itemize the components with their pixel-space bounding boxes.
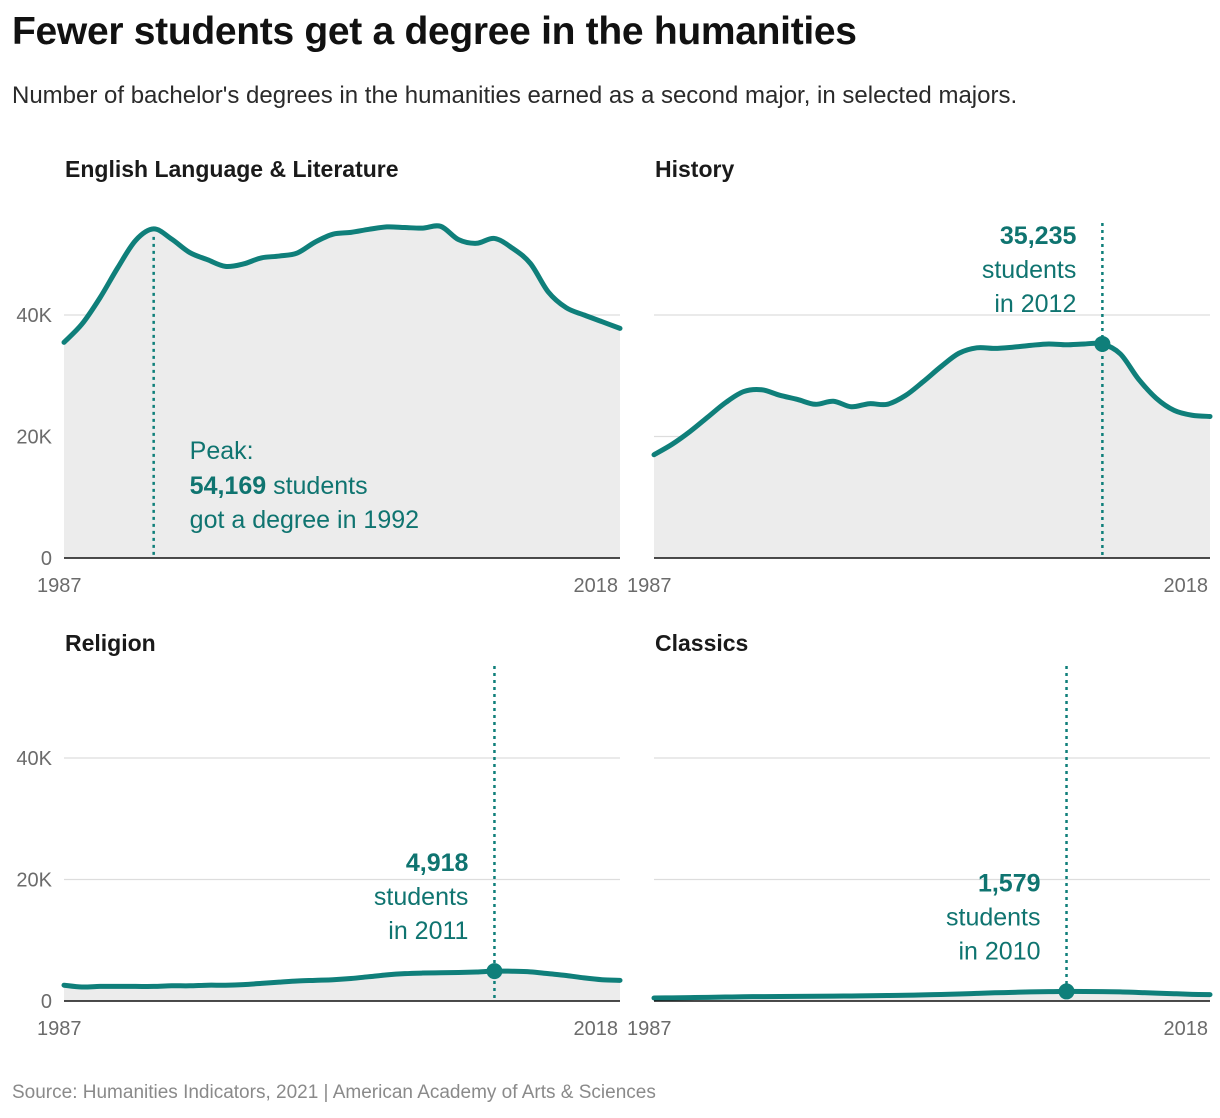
annotation-value-unit: students [266,472,367,500]
panel-title: Religion [65,630,156,656]
panel-title: Classics [655,630,748,656]
annotation-point [1094,335,1111,352]
annotation-label: in 2011 [388,917,468,945]
series-line [651,988,1213,1001]
x-tick-label: 2018 [1164,1018,1209,1040]
annotation-point [486,963,503,980]
annotation-value: 35,235 [1000,222,1077,250]
y-tick-label: 40K [16,748,52,770]
series-line [61,968,623,990]
chart-panel-1: History 1987 2018 35,235 students in 2012 [627,156,1213,597]
series-area [654,343,1210,558]
x-tick-label: 1987 [37,575,82,597]
series-area [64,971,620,1001]
annotation-label: Peak: [190,437,254,465]
x-tick-label: 2018 [574,1018,619,1040]
source-note: Source: Humanities Indicators, 2021 | Am… [12,1082,656,1103]
annotation-label: in 2012 [994,290,1076,318]
x-tick-label: 1987 [627,575,672,597]
annotation-value: 54,169 students [190,472,368,500]
y-tick-label: 20K [16,870,52,892]
y-tick-label: 20K [16,427,52,449]
chart-panel-0: English Language & Literature 0 20K 40K 1987… [16,156,623,597]
annotation-value: 1,579 [978,869,1041,897]
annotation-point [1058,983,1075,1000]
y-tick-label: 0 [41,991,52,1013]
panel-title: History [655,156,734,182]
annotation-value: 4,918 [406,849,469,877]
y-tick-label: 40K [16,305,52,327]
series-line [61,223,623,345]
page-subtitle: Number of bachelor's degrees in the huma… [12,82,1018,109]
page-title: Fewer students get a degree in the human… [12,10,857,53]
annotation-label: students [374,883,469,911]
annotation-value-number: 54,169 [190,472,266,500]
panel-title: English Language & Literature [65,156,399,182]
y-tick-label: 0 [41,548,52,570]
annotation-label: students [982,256,1077,284]
series-line [651,340,1213,458]
chart-panel-2: Religion 0 20K 40K 1987 2018 4,918 students in 2… [16,630,623,1040]
chart-panel-3: Classics 1987 2018 1,579 students in 2010 [627,630,1213,1040]
x-tick-label: 1987 [37,1018,82,1040]
annotation-label: got a degree in 1992 [190,506,419,534]
x-tick-label: 2018 [1164,575,1209,597]
x-tick-label: 1987 [627,1018,672,1040]
series-area [64,225,620,558]
annotation-label: students [946,903,1041,931]
annotation-label: in 2010 [958,937,1040,965]
x-tick-label: 2018 [574,575,619,597]
